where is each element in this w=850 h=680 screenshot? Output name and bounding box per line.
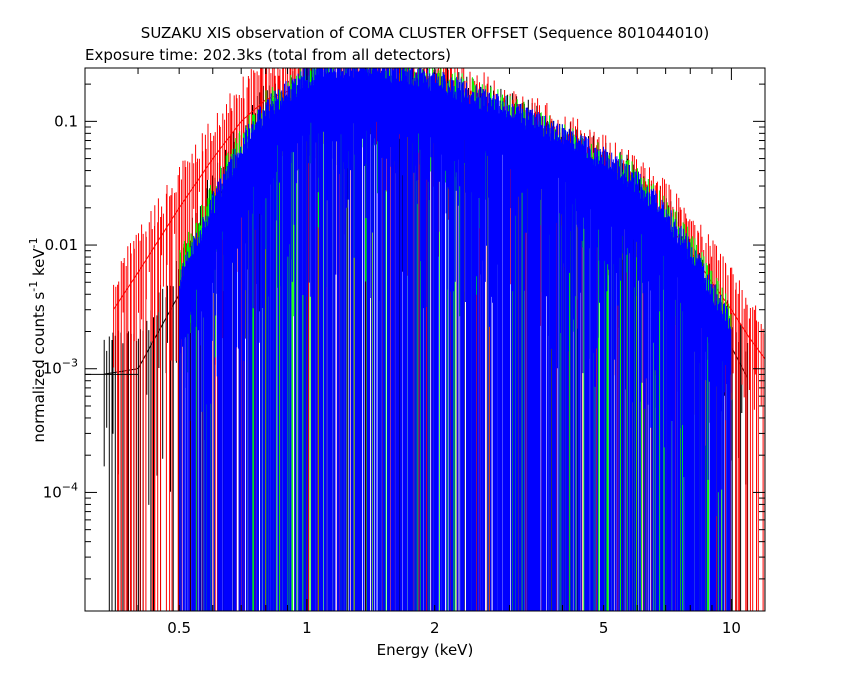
y-axis-label-exp1: -1 <box>27 281 40 292</box>
x-tick-label: 10 <box>722 619 741 637</box>
series-line <box>179 95 732 359</box>
chart-subtitle: Exposure time: 202.3ks (total from all d… <box>85 46 451 64</box>
y-axis: 0.1 0.01 10−3 10−4 <box>43 83 765 580</box>
x-axis: 0.5 1 2 5 10 <box>84 68 741 637</box>
x-tick-label: 5 <box>599 619 609 637</box>
x-tick-label: 2 <box>430 619 440 637</box>
y-tick-label: 10−3 <box>43 357 78 378</box>
y-axis-label-exp2: -1 <box>27 237 40 248</box>
x-tick-label: 1 <box>302 619 312 637</box>
y-tick-label: 0.1 <box>54 112 78 130</box>
data-series <box>179 68 732 611</box>
plot-frame <box>84 67 766 612</box>
y-axis-label-text: normalized counts s <box>30 292 48 443</box>
plot-area <box>85 68 765 611</box>
x-axis-label: Energy (keV) <box>377 641 474 659</box>
x-tick-label: 0.5 <box>167 619 191 637</box>
y-tick-label: 0.01 <box>45 236 78 254</box>
series-error-bars <box>179 68 732 611</box>
series-layer <box>85 68 765 611</box>
y-axis-label: normalized counts s-1 keV-1 <box>27 237 48 442</box>
y-axis-label-unit: keV <box>30 248 48 281</box>
chart-title: SUZAKU XIS observation of COMA CLUSTER O… <box>141 24 709 42</box>
y-tick-label: 10−4 <box>43 480 78 501</box>
